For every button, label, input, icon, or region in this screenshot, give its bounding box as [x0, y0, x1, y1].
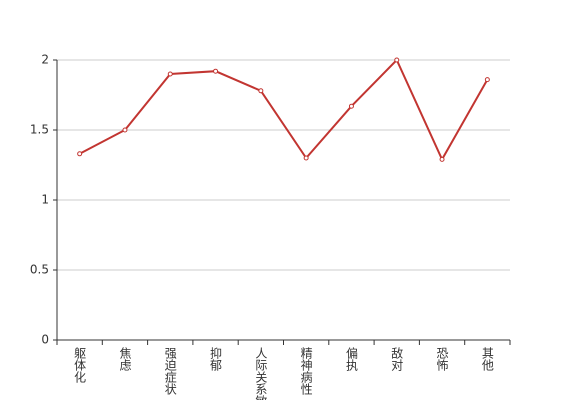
- point: [77, 151, 83, 157]
- x-tick-label: 人际关系敏感: [254, 347, 268, 400]
- x-tick-label: 偏执: [344, 346, 358, 372]
- y-tick-label: 1: [41, 193, 49, 207]
- point: [439, 156, 445, 162]
- x-tick-label: 精神病性: [299, 347, 313, 396]
- x-tick-label: 焦虑: [118, 347, 132, 371]
- y-tick-label: 0.5: [30, 263, 49, 277]
- point: [303, 155, 309, 161]
- x-tick-label: 其他: [480, 347, 494, 371]
- x-tick-label: 抑郁: [209, 346, 223, 372]
- y-tick-label: 0: [41, 333, 49, 347]
- point: [484, 77, 490, 83]
- x-tick-label: 强迫症状: [163, 347, 177, 395]
- x-tick-label: 敌对: [390, 346, 404, 371]
- point: [213, 68, 219, 74]
- point: [167, 71, 173, 77]
- x-tick-label: 躯体化: [73, 346, 87, 384]
- x-tick-label: 恐怖: [435, 347, 449, 371]
- point: [258, 88, 264, 94]
- point: [122, 127, 128, 133]
- line: [79, 58, 489, 162]
- point: [394, 57, 400, 63]
- y-tick-label: 1.5: [30, 123, 49, 137]
- y-tick-label: 2: [41, 53, 49, 67]
- point: [348, 103, 354, 109]
